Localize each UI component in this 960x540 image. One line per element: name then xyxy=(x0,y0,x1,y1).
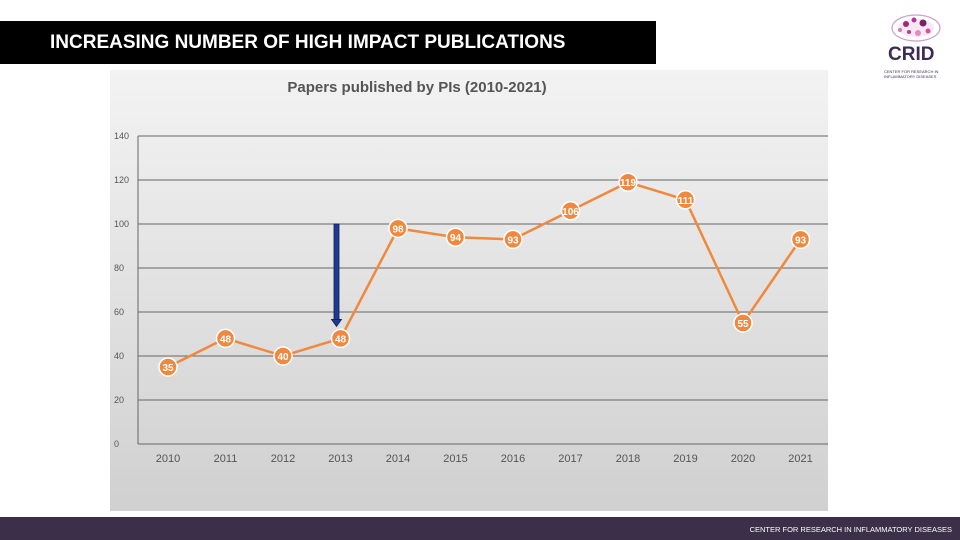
logo-subtitle: CENTER FOR RESEARCH IN INFLAMMATORY DISE… xyxy=(884,69,939,79)
slide-title: INCREASING NUMBER OF HIGH IMPACT PUBLICA… xyxy=(50,32,566,53)
chart-container: Papers published by PIs (2010-2021) 0 20 4… xyxy=(110,70,828,511)
y-tick-label: 20 xyxy=(114,395,124,405)
data-label: 111 xyxy=(678,196,694,207)
data-point xyxy=(560,201,581,221)
y-tick-label: 40 xyxy=(114,351,124,361)
title-bar: INCREASING NUMBER OF HIGH IMPACT PUBLICA… xyxy=(0,21,656,64)
x-tick-label: 2010 xyxy=(156,453,180,465)
data-label: 98 xyxy=(392,224,404,235)
y-tick-label: 0 xyxy=(114,439,119,449)
data-point xyxy=(388,218,408,239)
x-tick-label: 2020 xyxy=(731,453,755,465)
x-tick-label: 2019 xyxy=(673,453,697,465)
x-tick-label: 2015 xyxy=(443,453,467,465)
x-tick-label: 2013 xyxy=(328,453,352,465)
x-tick-label: 2017 xyxy=(558,453,582,465)
x-tick-label: 2021 xyxy=(788,453,812,465)
data-label: 48 xyxy=(335,334,347,345)
data-label: 35 xyxy=(162,363,174,374)
data-label: 106 xyxy=(562,207,579,218)
data-point xyxy=(445,227,466,247)
x-tick-label: 2014 xyxy=(386,453,410,465)
series-line xyxy=(167,180,802,369)
logo-wordmark: CRID xyxy=(888,44,935,65)
data-label: 55 xyxy=(737,319,749,330)
crid-logo-icon xyxy=(891,14,941,42)
data-label: 119 xyxy=(620,178,637,189)
y-tick-label: 140 xyxy=(114,131,129,141)
data-point xyxy=(618,172,638,192)
data-point xyxy=(790,229,811,250)
data-point xyxy=(733,313,753,333)
y-tick-label: 60 xyxy=(114,307,124,317)
x-tick-label: 2016 xyxy=(501,453,525,465)
papers-line-chart: Papers published by PIs (2010-2021) 0 20 4… xyxy=(110,70,828,511)
footer-bar: CENTER FOR RESEARCH IN INFLAMMATORY DISE… xyxy=(0,517,960,540)
y-tick-label: 100 xyxy=(114,219,129,229)
data-label: 40 xyxy=(277,352,289,363)
data-label: 93 xyxy=(795,235,807,246)
y-tick-label: 80 xyxy=(114,263,124,273)
x-tick-label: 2018 xyxy=(616,453,640,465)
data-point xyxy=(675,190,696,210)
data-point xyxy=(215,328,236,349)
data-label: 94 xyxy=(450,233,462,244)
footer-text: CENTER FOR RESEARCH IN INFLAMMATORY DISE… xyxy=(749,525,952,534)
data-label: 48 xyxy=(220,334,232,345)
chart-title: Papers published by PIs (2010-2021) xyxy=(287,79,546,96)
data-point xyxy=(273,346,293,366)
annotation-arrow xyxy=(330,223,343,328)
data-label: 93 xyxy=(507,235,519,246)
x-tick-label: 2012 xyxy=(271,453,295,465)
chart-background xyxy=(110,70,828,511)
data-point xyxy=(503,229,523,250)
x-tick-label: 2011 xyxy=(214,453,238,465)
data-point xyxy=(158,357,178,377)
y-tick-label: 120 xyxy=(114,175,129,185)
data-point xyxy=(330,328,351,349)
